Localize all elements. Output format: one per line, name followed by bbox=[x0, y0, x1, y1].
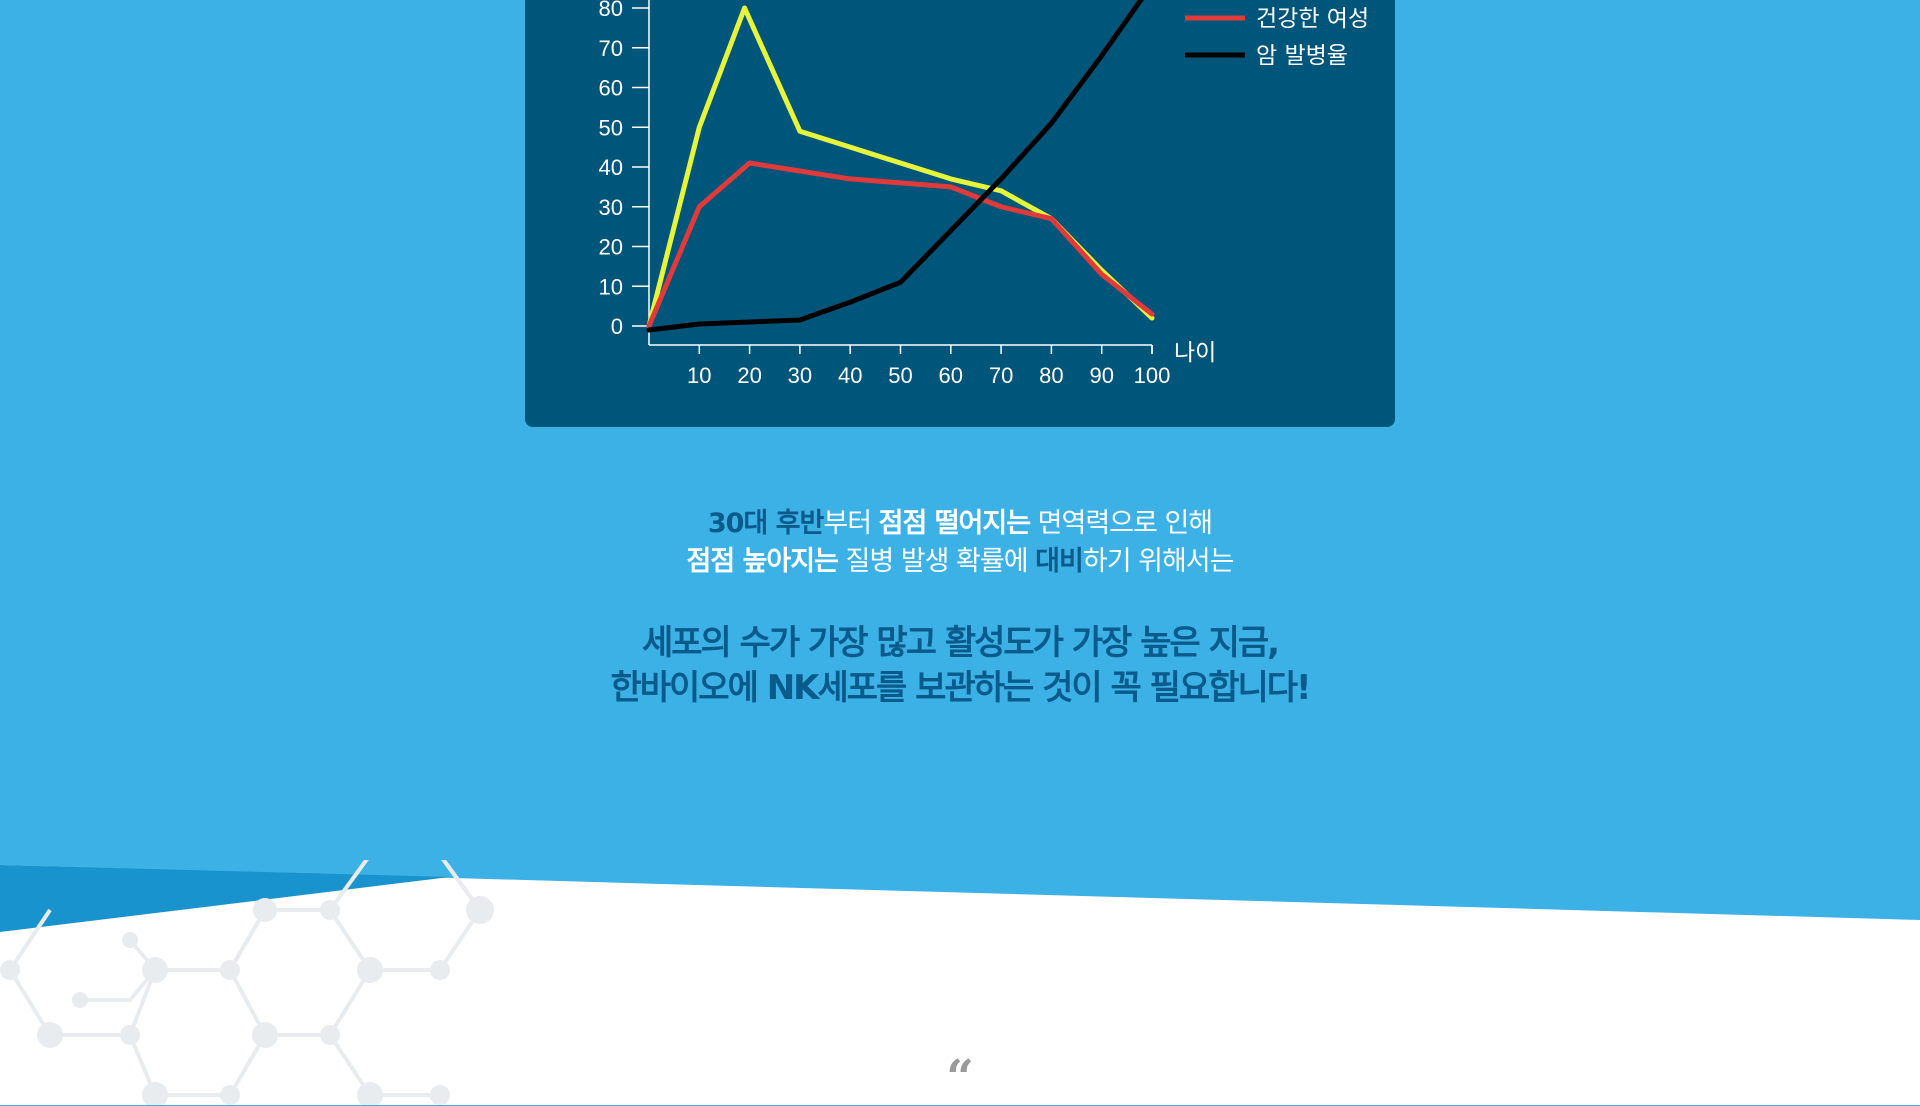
y-tick-label: 10 bbox=[599, 274, 623, 299]
y-tick-label: 40 bbox=[599, 155, 623, 180]
intro-segment: 30대 후반 bbox=[707, 508, 824, 539]
hexagon-nodes-decoration bbox=[0, 896, 494, 1105]
intro-line-1: 30대 후반부터 점점 떨어지는 면역력으로 인해 bbox=[0, 505, 1920, 543]
y-tick-label: 80 bbox=[599, 0, 623, 21]
legend-label: 건강한 여성 bbox=[1256, 6, 1369, 32]
x-axis-label: 나이 bbox=[1174, 340, 1216, 366]
quote-mark-icon: “ bbox=[946, 1050, 974, 1106]
white-wave bbox=[0, 865, 1920, 1105]
chart-panel: 10 20 30 40 50 60 70 80 90 100 나이 0 10 20 30 40 50 60 70 8… bbox=[525, 0, 1395, 427]
series-line-0 bbox=[646, 5, 1155, 329]
series-line-2 bbox=[646, 0, 1144, 333]
intro-segment: 점점 높아지는 bbox=[686, 546, 839, 577]
x-tick-label: 30 bbox=[788, 363, 812, 388]
x-tick-label: 20 bbox=[737, 363, 761, 388]
intro-segment: 하기 위해서는 bbox=[1082, 546, 1235, 577]
intro-segment: 부터 bbox=[823, 508, 879, 539]
intro-segment: 대비 bbox=[1035, 546, 1084, 577]
y-ticks: 0 10 20 30 40 50 60 70 80 bbox=[599, 0, 649, 339]
chart-axes bbox=[648, 0, 1153, 354]
x-tick-label: 80 bbox=[1039, 363, 1063, 388]
headline: 세포의 수가 가장 많고 활성도가 가장 높은 지금, 한바이오에 NK세포를 … bbox=[0, 621, 1920, 711]
x-tick-label: 100 bbox=[1134, 363, 1171, 388]
y-tick-label: 50 bbox=[599, 115, 623, 140]
x-tick-label: 90 bbox=[1089, 363, 1113, 388]
intro-segment: 점점 떨어지는 bbox=[878, 508, 1031, 539]
x-tick-label: 60 bbox=[939, 363, 963, 388]
headline-line-2: 한바이오에 NK세포를 보관하는 것이 꼭 필요합니다! bbox=[610, 668, 1311, 708]
x-tick-label: 70 bbox=[989, 363, 1013, 388]
y-tick-label: 0 bbox=[611, 314, 623, 339]
text-block: 30대 후반부터 점점 떨어지는 면역력으로 인해 점점 높아지는 질병 발생 … bbox=[0, 505, 1920, 711]
intro-segment: 면역력으로 인해 bbox=[1030, 508, 1213, 539]
y-tick-label: 60 bbox=[599, 76, 623, 101]
intro-segment: 질병 발생 확률에 bbox=[837, 546, 1036, 577]
headline-line-1: 세포의 수가 가장 많고 활성도가 가장 높은 지금, bbox=[641, 623, 1280, 663]
x-tick-label: 10 bbox=[687, 363, 711, 388]
y-tick-label: 30 bbox=[599, 195, 623, 220]
x-tick-label: 50 bbox=[888, 363, 912, 388]
intro-line-2: 점점 높아지는 질병 발생 확률에 대비하기 위해서는 bbox=[0, 543, 1920, 581]
x-tick-label: 40 bbox=[838, 363, 862, 388]
chart-legend: 건강한 여성암 발병율 bbox=[1185, 6, 1369, 69]
legend-label: 암 발병율 bbox=[1256, 43, 1348, 69]
y-tick-label: 20 bbox=[599, 235, 623, 260]
bottom-section bbox=[0, 860, 1920, 1105]
y-tick-label: 70 bbox=[599, 36, 623, 61]
chart-series bbox=[646, 0, 1155, 333]
series-line-1 bbox=[646, 160, 1155, 329]
dark-blue-wedge bbox=[0, 865, 450, 932]
